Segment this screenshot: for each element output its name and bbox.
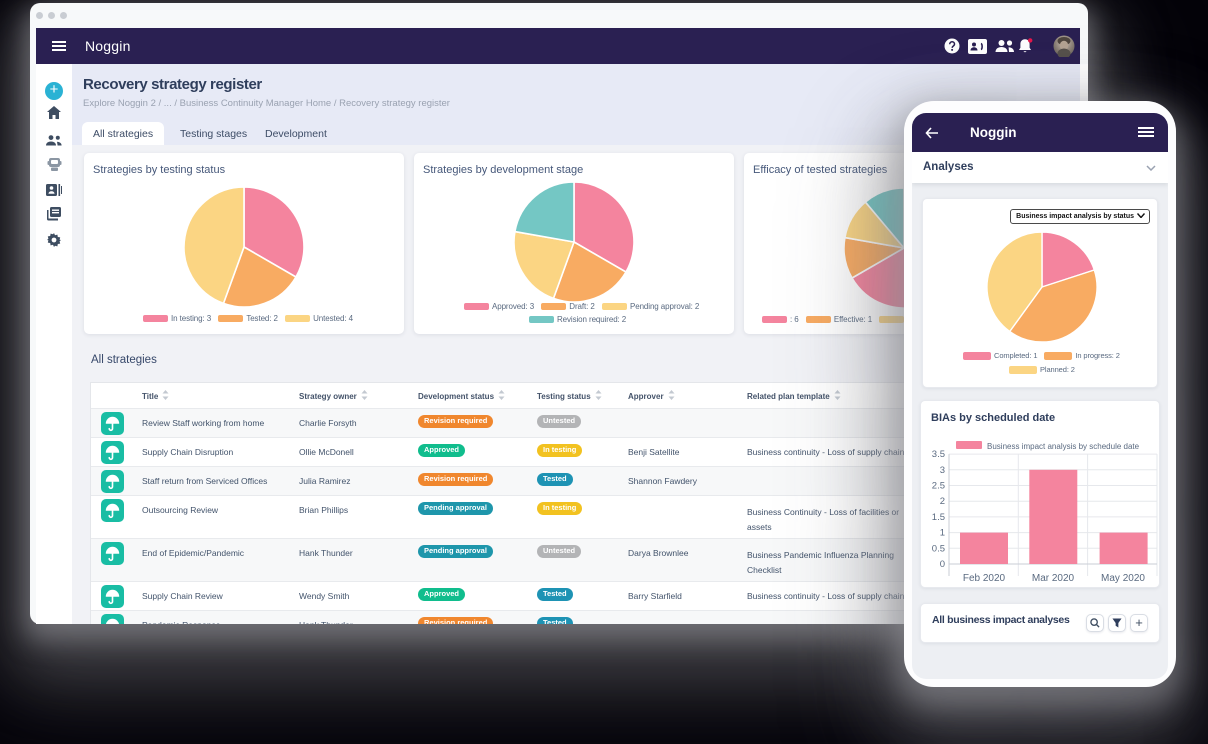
- svg-text:May 2020: May 2020: [1101, 573, 1145, 584]
- svg-text:Feb 2020: Feb 2020: [963, 573, 1006, 584]
- svg-text:0.5: 0.5: [932, 543, 945, 554]
- svg-text:Mar 2020: Mar 2020: [1032, 573, 1075, 584]
- svg-text:3: 3: [940, 465, 945, 476]
- svg-text:1.5: 1.5: [932, 512, 945, 523]
- svg-text:2.5: 2.5: [932, 481, 945, 492]
- svg-text:3.5: 3.5: [932, 449, 945, 460]
- svg-text:Business impact analysis by sc: Business impact analysis by schedule dat…: [987, 442, 1140, 451]
- svg-text:2: 2: [940, 496, 945, 507]
- svg-text:1: 1: [940, 528, 945, 539]
- svg-text:0: 0: [940, 559, 945, 570]
